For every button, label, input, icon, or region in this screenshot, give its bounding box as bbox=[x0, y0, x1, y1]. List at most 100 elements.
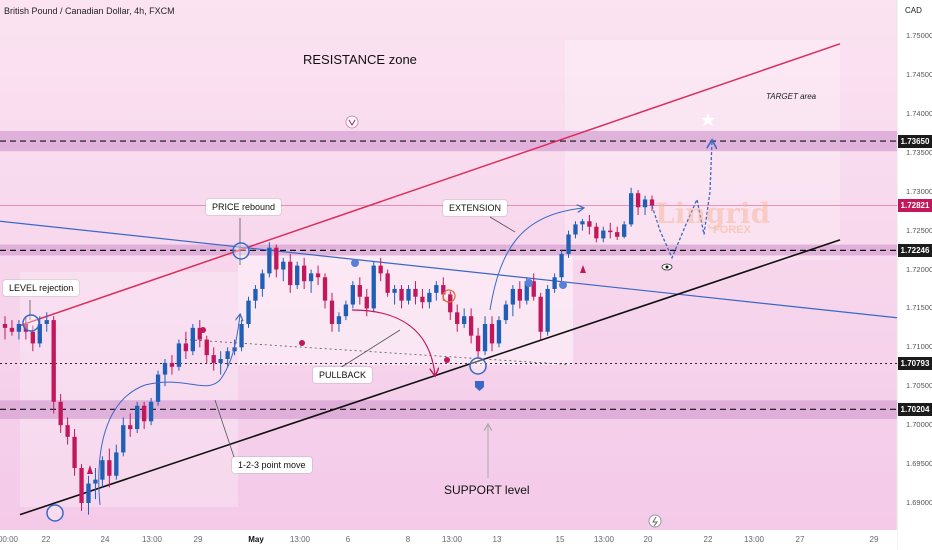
candle-body bbox=[253, 288, 258, 301]
extension-label: EXTENSION bbox=[443, 200, 508, 216]
candle-body bbox=[538, 296, 543, 332]
candle-body bbox=[281, 261, 286, 270]
highlight-circle bbox=[232, 242, 250, 260]
time-scale-bg bbox=[0, 530, 897, 550]
candle bbox=[169, 355, 175, 375]
candle-body bbox=[455, 312, 460, 324]
y-tick-label: 1.70000 bbox=[906, 420, 932, 430]
arrow-down-glyph bbox=[348, 119, 356, 126]
candle bbox=[434, 281, 439, 301]
candle-body bbox=[93, 479, 98, 484]
candle-body bbox=[510, 288, 516, 305]
candle-body bbox=[496, 320, 502, 344]
candle-body bbox=[308, 273, 314, 282]
candle bbox=[281, 257, 286, 282]
candle-body bbox=[51, 320, 56, 402]
x-tick-label: 15 bbox=[555, 535, 565, 544]
candle-body bbox=[128, 425, 133, 430]
candle-body bbox=[58, 401, 63, 426]
candle bbox=[100, 456, 105, 488]
candle-body bbox=[413, 288, 418, 297]
candle-body bbox=[169, 362, 175, 367]
watermark-sub: FOREX bbox=[713, 224, 751, 236]
range-box bbox=[238, 248, 573, 365]
x-tick-label: 24 bbox=[100, 535, 110, 544]
candle-body bbox=[441, 285, 446, 295]
zone-mid bbox=[0, 244, 897, 256]
candle-body bbox=[357, 285, 362, 297]
candle-body bbox=[2, 323, 8, 328]
pullback-label: PULLBACK bbox=[313, 367, 373, 383]
candle-body bbox=[135, 405, 140, 430]
blue-trendline bbox=[0, 220, 898, 319]
candle bbox=[482, 316, 488, 356]
candle bbox=[128, 413, 133, 437]
bounce-dot bbox=[525, 279, 533, 287]
pullback-dot bbox=[444, 357, 450, 363]
candle-body bbox=[197, 327, 202, 340]
candle bbox=[37, 316, 42, 348]
candle bbox=[580, 218, 585, 231]
candle-body bbox=[141, 405, 147, 422]
candle bbox=[385, 269, 390, 297]
candle bbox=[253, 285, 258, 309]
candle bbox=[211, 347, 216, 371]
left-range-box bbox=[20, 272, 238, 507]
candle bbox=[406, 285, 411, 305]
price-tag: 1.72821 bbox=[898, 199, 932, 213]
candle bbox=[420, 288, 425, 309]
price-tag: 1.70204 bbox=[898, 402, 932, 416]
y-tick-label: 1.73500 bbox=[906, 147, 932, 157]
y-tick-label: 1.70500 bbox=[906, 381, 932, 391]
x-tick-label: 13 bbox=[492, 535, 502, 544]
candle-body bbox=[218, 359, 223, 363]
candle-body bbox=[267, 247, 272, 274]
x-tick-label: 13:00 bbox=[289, 535, 311, 544]
candle bbox=[378, 257, 383, 282]
candle-body bbox=[628, 193, 634, 225]
candle bbox=[274, 244, 279, 278]
target-area-label: TARGET area bbox=[766, 92, 817, 101]
candle-body bbox=[552, 277, 557, 289]
candle-body bbox=[329, 300, 335, 324]
candle-body bbox=[246, 300, 251, 324]
candle-body bbox=[343, 304, 349, 317]
x-tick-label: 29 bbox=[193, 535, 203, 544]
y-tick-label: 1.74500 bbox=[906, 69, 932, 79]
candle-body bbox=[114, 452, 119, 476]
x-tick-label: 22 bbox=[703, 535, 713, 544]
star-icon bbox=[701, 113, 715, 126]
candle bbox=[357, 277, 362, 305]
currency-label: CAD bbox=[905, 6, 922, 15]
candle bbox=[392, 285, 397, 305]
candle-body bbox=[121, 425, 126, 453]
rocket-icon bbox=[580, 265, 586, 273]
x-tick-label: 13:00 bbox=[743, 535, 765, 544]
candle-body bbox=[566, 234, 571, 254]
candle-body bbox=[434, 285, 439, 293]
candles bbox=[2, 187, 655, 515]
candle bbox=[559, 250, 564, 282]
candle-body bbox=[44, 320, 49, 324]
candle-body bbox=[301, 265, 307, 282]
price-tag: 1.72246 bbox=[898, 243, 932, 257]
candle-body bbox=[30, 331, 35, 344]
candle-body bbox=[65, 425, 70, 437]
pullback-arrow bbox=[351, 309, 435, 375]
resistance-trendline bbox=[19, 43, 841, 327]
candle-body bbox=[350, 285, 356, 305]
candle bbox=[93, 467, 98, 500]
y-tick-label: 1.73000 bbox=[906, 186, 932, 196]
extension-arrow bbox=[489, 208, 583, 311]
candle bbox=[622, 221, 627, 239]
candle bbox=[649, 195, 655, 212]
candle-body bbox=[559, 253, 564, 278]
candle bbox=[301, 257, 307, 289]
pullback-channel bbox=[184, 339, 569, 365]
candle-body bbox=[573, 224, 578, 235]
candle-body bbox=[288, 261, 293, 286]
candle bbox=[628, 187, 634, 227]
candle-body bbox=[183, 343, 189, 352]
candle bbox=[204, 335, 209, 363]
